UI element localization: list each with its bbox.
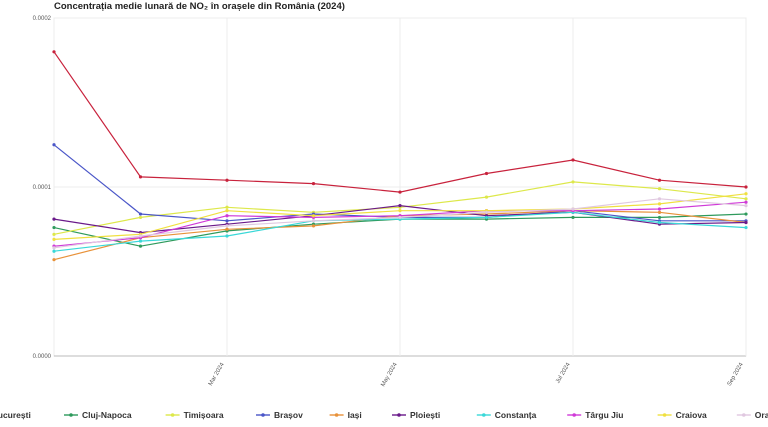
data-point	[138, 175, 143, 179]
data-point	[52, 246, 56, 250]
data-point	[657, 207, 662, 211]
x-tick-label: Mar 2024	[208, 361, 226, 387]
data-point	[657, 220, 662, 225]
data-point	[311, 224, 316, 228]
y-tick-label: 0.0001	[33, 185, 52, 191]
data-point	[138, 244, 143, 248]
data-point	[398, 209, 402, 213]
data-point	[52, 237, 56, 241]
data-point	[225, 219, 229, 223]
data-point	[138, 212, 143, 216]
legend-marker	[261, 413, 265, 417]
data-point	[744, 200, 748, 204]
data-point	[571, 180, 575, 184]
data-point	[52, 225, 56, 230]
legend-entry[interactable]: Cluj-Napoca	[82, 410, 132, 420]
legend-marker	[572, 413, 576, 417]
data-point	[52, 258, 56, 262]
data-point	[744, 192, 748, 196]
data-point	[571, 207, 575, 211]
data-point	[138, 234, 143, 238]
data-point	[398, 203, 402, 208]
data-point	[744, 185, 748, 189]
legend-entry[interactable]: Târgu Jiu	[585, 410, 623, 420]
data-point	[311, 219, 316, 223]
data-point	[225, 227, 229, 231]
data-point	[138, 215, 143, 220]
legend-entry[interactable]: Constanța	[495, 410, 537, 420]
data-point	[398, 190, 402, 194]
legend-marker	[334, 413, 339, 417]
data-point	[52, 232, 56, 236]
legend-marker	[662, 413, 667, 417]
data-point	[52, 143, 56, 147]
data-point	[744, 220, 748, 225]
legend-marker	[482, 413, 486, 417]
legend-marker	[69, 413, 73, 417]
data-point	[657, 178, 662, 182]
data-point	[484, 171, 489, 176]
legend-entry[interactable]: Oradea	[755, 410, 768, 420]
data-point	[744, 225, 748, 230]
legend-entry[interactable]: Brașov	[274, 410, 303, 420]
x-tick-label: May 2024	[380, 361, 399, 387]
data-point	[571, 158, 575, 162]
data-point	[484, 195, 489, 199]
legend-marker	[170, 413, 175, 417]
data-point	[52, 217, 56, 221]
y-tick-label: 0.0002	[33, 16, 52, 22]
data-point	[225, 234, 229, 238]
data-point	[311, 182, 316, 186]
x-tick-label: Jul 2024	[555, 361, 572, 384]
data-point	[225, 214, 229, 218]
legend-entry[interactable]: București	[0, 410, 31, 420]
data-point	[225, 178, 229, 182]
data-point	[225, 205, 229, 209]
data-point	[484, 215, 489, 220]
legend-marker	[397, 413, 401, 417]
data-point	[138, 239, 143, 243]
x-tick-label: Sep 2024	[727, 361, 745, 387]
data-point	[484, 210, 489, 214]
data-point	[398, 215, 402, 220]
y-tick-label: 0.0000	[33, 354, 52, 360]
chart-title: Concentrația medie lunară de NO₂ în oraș…	[54, 1, 345, 12]
data-point	[657, 197, 662, 201]
legend-marker	[742, 413, 746, 417]
data-point	[744, 212, 748, 216]
data-point	[225, 209, 229, 213]
data-point	[657, 215, 662, 220]
data-point	[311, 214, 316, 218]
legend-entry[interactable]: Craiova	[676, 410, 707, 420]
legend-entry[interactable]: Timișoara	[184, 410, 224, 420]
data-point	[571, 215, 575, 220]
data-point	[657, 187, 662, 191]
data-point	[657, 202, 662, 206]
legend-entry[interactable]: Ploiești	[410, 410, 440, 420]
data-point	[52, 249, 56, 253]
data-point	[657, 210, 662, 214]
legend-entry[interactable]: Iași	[348, 410, 362, 420]
data-point	[744, 197, 748, 201]
data-point	[52, 50, 56, 54]
data-point	[225, 224, 229, 228]
data-point	[744, 203, 748, 208]
